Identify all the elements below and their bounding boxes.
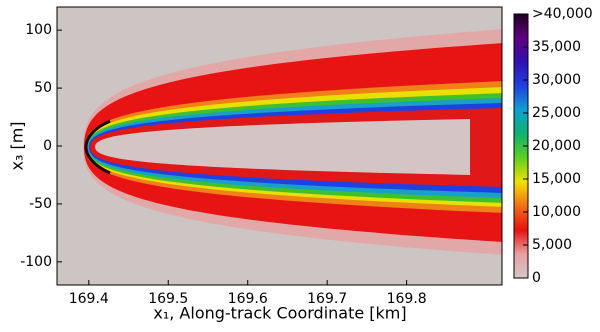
y-tick-label: 100 (25, 22, 52, 38)
colorbar-tick-label: >40,000 (532, 6, 593, 22)
y-tick-label: -100 (20, 254, 52, 270)
y-axis-label: x₃ [m] (8, 121, 27, 170)
colorbar-tick-label: 15,000 (532, 171, 581, 187)
y-tick-label: -50 (29, 196, 52, 212)
colorbar-tick-label: 20,000 (532, 138, 581, 154)
plume-edge (84, 119, 111, 175)
x-axis-label: x₁, Along-track Coordinate [km] (153, 304, 406, 323)
x-tick-label: 169.4 (69, 291, 109, 307)
colorbar-tick-label: 0 (532, 270, 541, 286)
colorbar-tick-label: 25,000 (532, 105, 581, 121)
field (83, 29, 502, 255)
y-tick-label: 50 (34, 80, 52, 96)
colorbar-tick-label: 5,000 (532, 237, 572, 253)
plume-band (95, 119, 470, 175)
x-tick-label: 169.8 (387, 291, 427, 307)
x-tick-label: 169.6 (228, 291, 268, 307)
x-tick-label: 169.5 (148, 291, 188, 307)
y-tick-label: 0 (43, 138, 52, 154)
colorbar-tick-label: 30,000 (532, 72, 581, 88)
colorbar-tick-label: 35,000 (532, 39, 581, 55)
colorbar-tick-label: 10,000 (532, 204, 581, 220)
x-tick-label: 169.7 (307, 291, 347, 307)
